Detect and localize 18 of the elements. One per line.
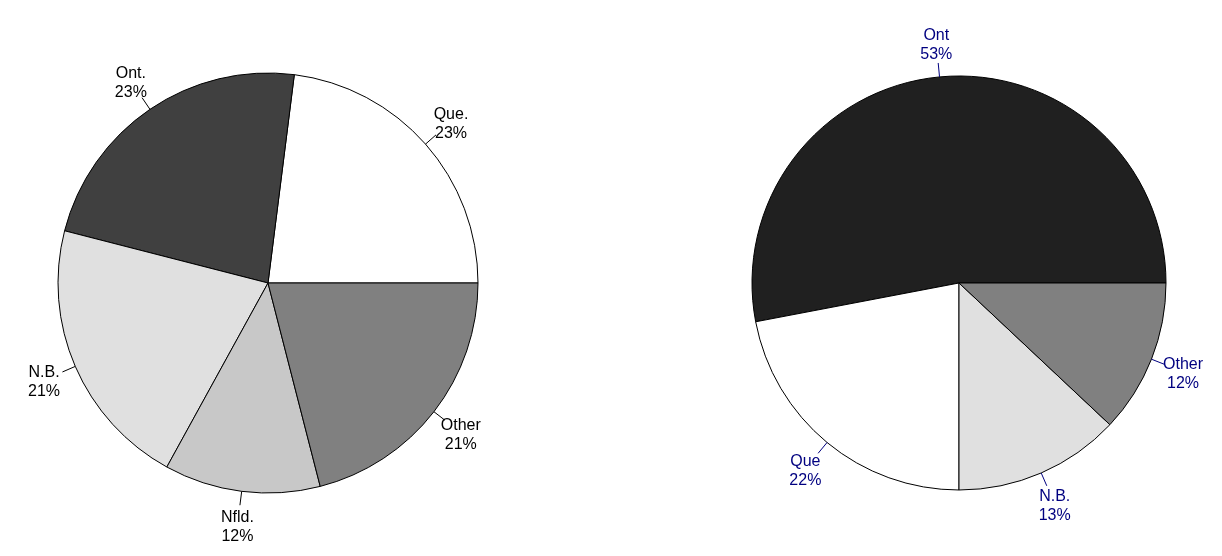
data-label: 21% xyxy=(444,434,477,452)
slice-label: Que xyxy=(790,451,821,469)
data-label: 23% xyxy=(435,123,468,141)
data-label: 22% xyxy=(789,470,822,488)
slice-label: Other xyxy=(440,415,482,433)
data-label: 53% xyxy=(920,45,953,63)
slice-label: N.B. xyxy=(1039,487,1071,505)
data-label: 12% xyxy=(221,527,254,545)
slice-label: Que. xyxy=(433,104,469,122)
slice-label: Ont xyxy=(923,26,950,44)
slice-label: Nfld. xyxy=(220,508,254,526)
slice-label: Ont. xyxy=(115,64,146,82)
data-label: 13% xyxy=(1038,506,1071,524)
data-label: 23% xyxy=(114,83,147,101)
data-label: 21% xyxy=(28,381,61,399)
slice-label: N.B. xyxy=(28,362,60,380)
data-label: 12% xyxy=(1167,373,1200,391)
slice-label: Other xyxy=(1163,354,1204,372)
